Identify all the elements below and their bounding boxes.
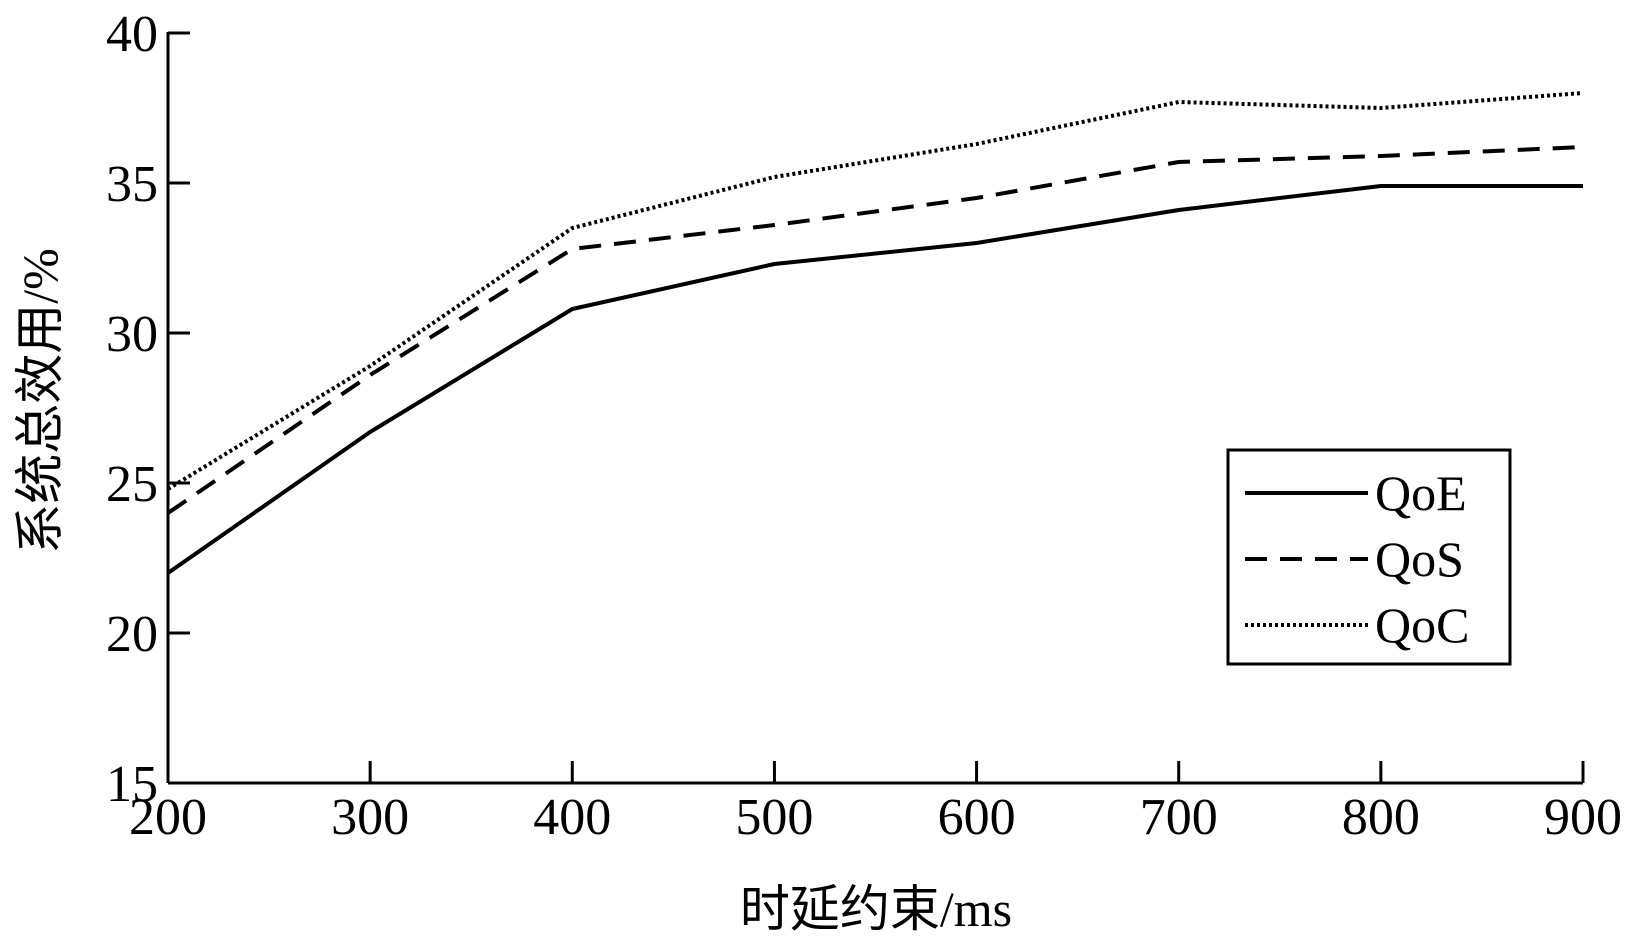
legend-label-qoc: QoC [1375, 597, 1469, 653]
y-tick-label: 30 [106, 306, 158, 363]
y-tick-label: 40 [106, 6, 158, 63]
legend-label-qoe: QoE [1375, 465, 1467, 521]
y-tick-label: 25 [106, 456, 158, 513]
x-tick-label: 900 [1544, 789, 1622, 846]
x-tick-label: 700 [1140, 789, 1218, 846]
x-tick-label: 500 [735, 789, 813, 846]
y-tick-label: 35 [106, 156, 158, 213]
series-line-qoe [166, 184, 1583, 575]
x-tick-label: 600 [938, 789, 1016, 846]
axes: 15 20 25 30 35 40 200 300 400 500 600 700 800 900 [106, 6, 1622, 846]
series-group [166, 91, 1584, 575]
legend-label-qos: QoS [1375, 531, 1464, 587]
legend-box [1226, 448, 1512, 666]
y-tick-label: 15 [106, 756, 158, 813]
x-tick-label: 300 [331, 789, 409, 846]
x-axis-label: 时延约束/ms [740, 881, 1012, 937]
x-tick-label: 200 [129, 789, 207, 846]
y-tick-label: 20 [106, 606, 158, 663]
x-tick-label: 800 [1342, 789, 1420, 846]
legend: QoE QoS QoC [1226, 448, 1512, 666]
y-axis-label: 系统总效用/% [12, 248, 68, 554]
series-line-qos [166, 145, 1584, 515]
series-line-qoc [166, 91, 1584, 491]
x-tick-label: 400 [533, 789, 611, 846]
